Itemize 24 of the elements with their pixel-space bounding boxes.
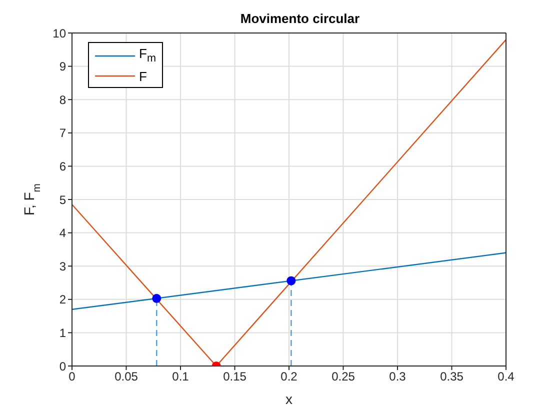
x-tick-label: 0.3	[389, 370, 406, 384]
y-tick-label: 7	[59, 126, 66, 140]
x-tick-label: 0.05	[114, 370, 138, 384]
y-tick-label: 4	[59, 226, 66, 240]
y-tick-label: 6	[59, 159, 66, 174]
legend-label: F$_{m}$	[139, 45, 156, 67]
y-tick-label: 1	[59, 326, 66, 340]
x-tick-label: 0.25	[332, 370, 356, 384]
y-tick-label: 10	[52, 26, 66, 40]
y-tick-label: 8	[59, 92, 66, 107]
chart-title: Movimento circular	[239, 11, 361, 26]
y-tick-label: 5	[59, 192, 66, 207]
legend-label: F	[139, 68, 147, 85]
y-tick-label: 2	[59, 292, 66, 307]
x-tick-label: 0	[68, 370, 76, 384]
y-tick-label: 0	[59, 359, 66, 374]
x-tick-label: 0.4	[498, 370, 515, 384]
x-tick-label: 0.2	[280, 370, 298, 384]
y-tick-label: 3	[59, 259, 66, 274]
y-tick-label: 9	[59, 60, 66, 74]
x-axis-title: x	[286, 391, 292, 407]
x-tick-label: 0.1	[172, 370, 190, 384]
x-tick-label: 0.15	[223, 370, 247, 384]
x-tick-label: 0.35	[440, 370, 464, 384]
